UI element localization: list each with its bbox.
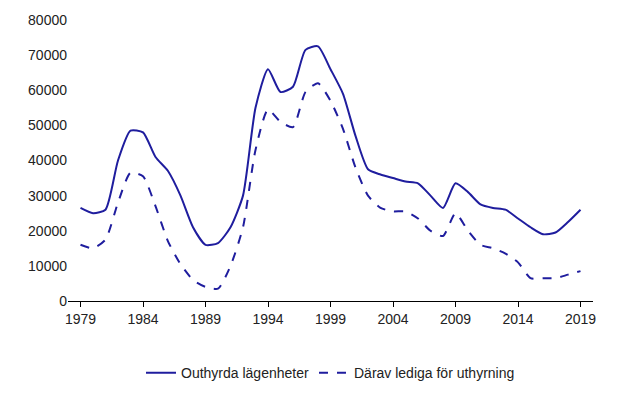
- svg-text:60000: 60000: [28, 82, 67, 98]
- svg-text:10000: 10000: [28, 258, 67, 274]
- svg-text:1999: 1999: [315, 311, 346, 327]
- svg-text:2004: 2004: [377, 311, 408, 327]
- svg-text:50000: 50000: [28, 117, 67, 133]
- svg-text:2019: 2019: [565, 311, 596, 327]
- svg-text:70000: 70000: [28, 47, 67, 63]
- svg-text:1989: 1989: [190, 311, 221, 327]
- svg-text:30000: 30000: [28, 188, 67, 204]
- svg-text:2009: 2009: [440, 311, 471, 327]
- svg-text:2014: 2014: [502, 311, 533, 327]
- svg-text:0: 0: [59, 293, 67, 309]
- svg-text:Outhyrda lägenheter: Outhyrda lägenheter: [181, 365, 309, 381]
- svg-text:Därav lediga för uthyrning: Därav lediga för uthyrning: [354, 365, 514, 381]
- svg-text:1979: 1979: [65, 311, 96, 327]
- svg-text:20000: 20000: [28, 223, 67, 239]
- svg-text:80000: 80000: [28, 12, 67, 28]
- svg-text:1994: 1994: [252, 311, 283, 327]
- svg-text:1984: 1984: [127, 311, 158, 327]
- svg-text:40000: 40000: [28, 152, 67, 168]
